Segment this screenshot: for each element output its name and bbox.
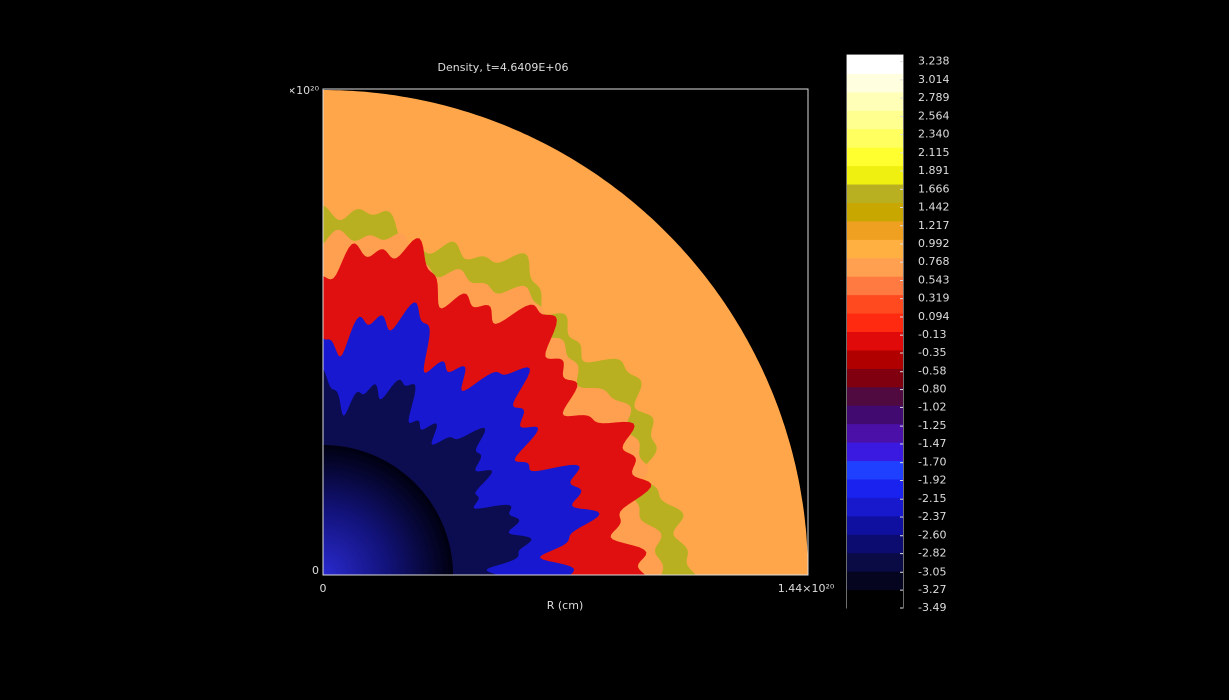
colorbar-band [847,73,903,92]
chart-title: Density, t=4.6409E+06 [438,61,569,74]
y-tick-label: 1.44×10²⁰ [262,84,319,97]
colorbar-tick-label: -3.27 [918,583,946,596]
colorbar-band [847,553,903,572]
colorbar-tick-label: -0.35 [918,346,946,359]
colorbar-band [847,110,903,129]
y-tick-label: 0 [312,564,319,577]
colorbar-band [847,479,903,498]
colorbar-tick-label: 2.564 [918,109,950,122]
density-field [323,90,808,575]
colorbar-band [847,571,903,590]
colorbar-band [847,221,903,240]
colorbar-band [847,295,903,314]
colorbar-tick-label: 2.115 [918,146,950,159]
colorbar-band [847,534,903,553]
colorbar-band [847,276,903,295]
colorbar-tick-label: 3.238 [918,55,950,68]
colorbar-band [847,424,903,443]
colorbar-band [847,442,903,461]
colorbar-tick-label: 0.094 [918,310,950,323]
colorbar-band [847,202,903,221]
colorbar-band [847,368,903,387]
colorbar-band [847,55,903,74]
colorbar-tick-label: -2.37 [918,510,946,523]
x-axis-label: R (cm) [547,599,584,612]
colorbar-tick-label: 2.340 [918,128,950,141]
colorbar-tick-label: -1.02 [918,400,946,413]
colorbar-band [847,387,903,406]
colorbar-band [847,497,903,516]
colorbar-tick-label: 0.543 [918,274,950,287]
colorbar-tick-label: -1.47 [918,437,946,450]
chart: Density, t=4.6409E+06 R (cm) 0 1.44×10²⁰ 0… [0,0,1229,696]
colorbar-tick-label: 1.666 [918,182,950,195]
colorbar-band [847,516,903,535]
x-tick-label: 1.44×10²⁰ [778,582,835,595]
colorbar-tick-label: 1.217 [918,219,950,232]
colorbar-tick-label: 0.768 [918,255,950,268]
colorbar-band [847,239,903,258]
x-tick-label: 0 [320,582,327,595]
colorbar-band [847,350,903,369]
colorbar-tick-label: 1.891 [918,164,950,177]
colorbar-tick-label: 3.014 [918,73,950,86]
colorbar-band [847,147,903,166]
colorbar-tick-label: 1.442 [918,201,950,214]
colorbar-tick-label: 0.992 [918,237,950,250]
colorbar-band [847,258,903,277]
colorbar-tick-label: -1.70 [918,456,946,469]
colorbar-tick-label: -2.15 [918,492,946,505]
colorbar-band [847,332,903,351]
colorbar-band [847,461,903,480]
colorbar-tick-label: -2.82 [918,547,946,560]
colorbar-tick-label: 2.789 [918,91,950,104]
colorbar-tick-label: 0.319 [918,292,950,305]
colorbar-tick-label: -3.49 [918,601,946,614]
colorbar-band [847,313,903,332]
colorbar-band [847,92,903,111]
colorbar-tick-label: -3.05 [918,565,946,578]
page: Density, t=4.6409E+06 R (cm) 0 1.44×10²⁰ 0… [0,0,1229,696]
colorbar-tick-label: -0.58 [918,365,946,378]
colorbar-tick-label: -0.80 [918,383,946,396]
colorbar-band [847,166,903,185]
colorbar-tick-label: -0.13 [918,328,946,341]
colorbar-tick-label: -1.92 [918,474,946,487]
colorbar-labels: 3.238 3.014 2.789 2.564 2.340 2.115 1.891 1.666… [897,55,950,614]
colorbar-band [847,405,903,424]
colorbar-tick-label: -1.25 [918,419,946,432]
colorbar-tick-label: -2.60 [918,529,946,542]
colorbar-band [847,184,903,203]
colorbar-band [847,129,903,148]
colorbar-band [847,590,903,609]
